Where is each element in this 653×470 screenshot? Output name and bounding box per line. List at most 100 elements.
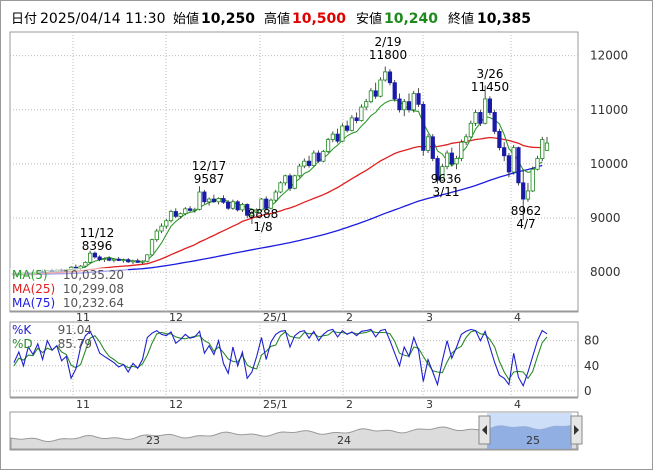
ma25-legend-value: 10,299.08 [63,282,124,296]
candle-body-down [430,136,435,159]
candle-body-up [183,208,188,215]
overview-navigator[interactable]: 23 24 25 [9,411,583,451]
candle [287,173,293,191]
candle-body-down [135,260,140,263]
candle [454,155,459,170]
candle-body-up [359,106,364,121]
candle [111,258,117,263]
candle-body-up [273,191,278,201]
candlestick-series [11,66,550,277]
candle [264,196,269,210]
candle-body-up [207,198,212,203]
candle [511,144,516,175]
candle-body-up [440,166,445,181]
candle [149,238,155,256]
month-tick-label: 11 [76,398,90,411]
candle [321,149,326,163]
candle-body-down [107,258,112,261]
candle [459,139,464,162]
annotation-date: 4/7 [516,217,535,231]
candle [168,209,174,223]
candle [525,182,531,202]
candle [116,256,121,262]
candle [497,128,502,151]
candle [330,131,335,143]
candle-body-up [311,152,316,166]
candle [440,163,445,182]
candle-body-down [516,147,521,184]
candle [278,181,283,194]
stochastics-panel-frame [9,321,579,398]
month-tick-label: 12 [169,398,183,411]
month-tick-label: 2 [346,398,353,411]
candle [221,195,226,204]
candle [183,207,188,216]
annotation-date: 2/19 [375,35,402,49]
candle [173,208,178,218]
candle-body-up [102,258,107,261]
annotation-value: 9636 [431,172,462,186]
ma5-series [13,99,543,275]
candle [435,155,440,184]
candle-body-up [168,211,174,222]
d-legend-value: 85.79 [58,337,92,351]
price-tick-label: 10000 [590,157,628,171]
price-annotations: 11/12839612/17958788881/82/19118003/2611… [80,35,542,253]
candle-body-up [364,101,369,108]
candle-body-down [335,133,340,142]
candle-body-down [173,211,178,217]
candle-body-up [511,147,516,173]
candle-body-up [325,139,331,152]
candle-body-up [249,212,255,216]
candle [425,134,431,154]
k-legend-label: %K [12,323,32,337]
candle [235,200,240,212]
candle [544,136,550,151]
candle-body-down [397,98,402,111]
candle [449,147,454,167]
stochastics-legend: %K 91.04 %D 85.79 [12,323,92,351]
candle-body-up [383,71,388,81]
candle-body-up [149,239,155,256]
candle [135,258,140,263]
candle [340,123,345,143]
month-tick-label: 3 [426,311,433,324]
candle [92,251,98,259]
month-tick-label: 25/1 [263,398,288,411]
overview-year-label: 23 [146,434,160,447]
annotation-date: 12/17 [192,159,227,173]
candle [88,250,93,264]
candle [421,101,426,156]
candle-body-down [406,101,412,111]
candle [402,98,407,117]
candle-body-up [349,117,354,131]
candle-body-up [425,136,431,151]
candle-body-up [268,199,274,209]
month-tick-label: 2 [346,311,353,324]
candle [354,112,359,124]
close-label: 終値 [448,11,474,27]
candle [207,197,212,206]
price-header: 日付 2025/04/14 11:30 始値 10,250 高値 10,500 … [11,11,531,27]
candle-body-down [245,204,250,216]
candle [154,228,159,242]
price-panel-frame [9,31,579,313]
overview-year-label: 25 [526,434,540,447]
candle-body-up [473,112,478,124]
candle-body-down [226,201,231,209]
candle-body-down [373,90,378,97]
candle [468,120,473,138]
candle-body-up [278,182,283,193]
candle [359,104,364,122]
candle [211,194,216,203]
ma-legend: MA(5) 10,035.20 MA(25) 10,299.08 MA(75) … [10,268,128,310]
candle-body-up [297,165,302,177]
d-legend-label: %D [12,337,33,351]
candle [240,202,245,213]
candle-body-up [330,133,335,140]
